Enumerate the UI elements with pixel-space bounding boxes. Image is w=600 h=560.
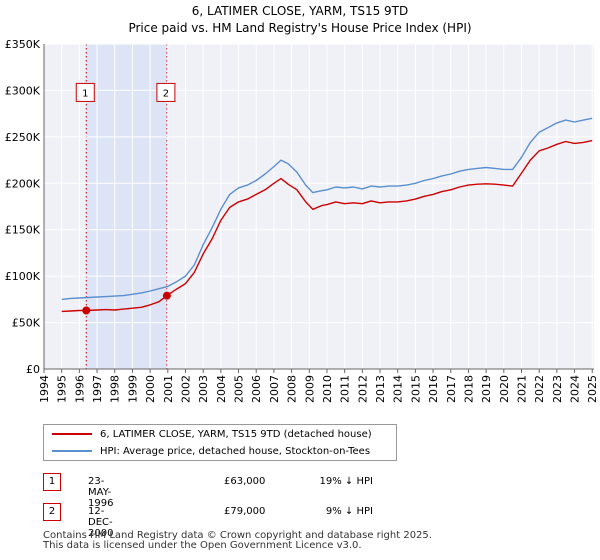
legend-item-hpi: HPI: Average price, detached house, Stoc… [52, 444, 370, 460]
y-tick-label: £0 [26, 363, 40, 376]
y-tick-label: £350K [5, 38, 41, 51]
x-tick-label: 2015 [409, 375, 422, 403]
sale-label: 1 [82, 88, 88, 99]
x-tick-label: 1999 [126, 375, 139, 403]
x-tick-label: 2000 [144, 375, 157, 403]
y-tick-label: £150K [5, 224, 41, 237]
x-tick-label: 2022 [533, 375, 546, 403]
legend-swatch-hpi [52, 450, 92, 452]
title-line-1: 6, LATIMER CLOSE, YARM, TS15 9TD [191, 4, 409, 18]
chart-title: 6, LATIMER CLOSE, YARM, TS15 9TD Price p… [0, 3, 600, 37]
x-tick-label: 2004 [215, 375, 228, 403]
x-tick-label: 2020 [498, 375, 511, 403]
y-tick-label: £200K [5, 177, 41, 190]
legend-label-property: 6, LATIMER CLOSE, YARM, TS15 9TD (detach… [100, 429, 372, 440]
y-tick-label: £50K [12, 317, 41, 330]
x-tick-label: 2001 [162, 375, 175, 403]
x-tick-label: 2013 [374, 375, 387, 403]
shaded-period [86, 44, 167, 369]
x-tick-label: 2017 [445, 375, 458, 403]
x-tick-label: 2025 [586, 375, 599, 403]
title-line-2: Price paid vs. HM Land Registry's House … [128, 21, 472, 35]
sale-label: 2 [163, 88, 169, 99]
x-tick-label: 2005 [233, 375, 246, 403]
x-tick-label: 2010 [321, 375, 334, 403]
y-tick-label: £300K [5, 84, 41, 97]
x-tick-label: 2011 [339, 375, 352, 403]
y-tick-label: £100K [5, 270, 41, 283]
x-tick-label: 2008 [286, 375, 299, 403]
transaction-date: 23-MAY-1996 [88, 476, 114, 509]
footer-copyright: Contains HM Land Registry data © Crown c… [43, 530, 432, 541]
transaction-price: £63,000 [224, 476, 266, 487]
x-tick-label: 2018 [462, 375, 475, 403]
legend-swatch-property [52, 433, 92, 435]
x-tick-label: 2006 [250, 375, 263, 403]
legend: 6, LATIMER CLOSE, YARM, TS15 9TD (detach… [43, 424, 397, 461]
x-tick-label: 1994 [38, 375, 51, 403]
x-tick-label: 1998 [109, 375, 122, 403]
sale-point [82, 306, 91, 315]
transaction-number-badge: 2 [43, 503, 61, 521]
x-tick-label: 2012 [356, 375, 369, 403]
price-chart: 1 2 £0 £50K £100K £150K £200K £250K £300K £350K 1… [5, 38, 599, 403]
sale-label-box [75, 82, 95, 102]
x-tick-label: 2007 [268, 375, 281, 403]
x-tick-label: 2016 [427, 375, 440, 403]
x-tick-label: 2024 [569, 375, 582, 403]
transaction-date: 12-DEC-2000 [88, 506, 114, 539]
x-tick-label: 2023 [551, 375, 564, 403]
y-tick-label: £250K [5, 131, 41, 144]
x-tick-label: 1995 [56, 375, 69, 403]
x-tick-label: 2009 [303, 375, 316, 403]
transaction-price: £79,000 [224, 506, 266, 517]
transaction-hpi-diff: 9% ↓ HPI [325, 506, 373, 517]
transaction-number-badge: 1 [43, 473, 61, 491]
x-tick-label: 2014 [392, 375, 405, 403]
x-tick-label: 1997 [91, 375, 104, 403]
x-tick-label: 2019 [480, 375, 493, 403]
sale-label-box [156, 82, 176, 102]
legend-item-property: 6, LATIMER CLOSE, YARM, TS15 9TD (detach… [52, 427, 372, 443]
x-tick-label: 2003 [197, 375, 210, 403]
transaction-hpi-diff: 19% ↓ HPI [319, 476, 373, 487]
footer-licence: This data is licensed under the Open Gov… [43, 540, 362, 551]
sale-point [162, 291, 171, 300]
x-tick-label: 2021 [515, 375, 528, 403]
hpi-series-line [61, 117, 593, 301]
property-series-line [61, 139, 593, 313]
x-tick-label: 1996 [73, 375, 86, 403]
footer: Contains HM Land Registry data © Crown c… [43, 531, 432, 551]
legend-label-hpi: HPI: Average price, detached house, Stoc… [100, 446, 371, 457]
x-tick-label: 2002 [179, 375, 192, 403]
